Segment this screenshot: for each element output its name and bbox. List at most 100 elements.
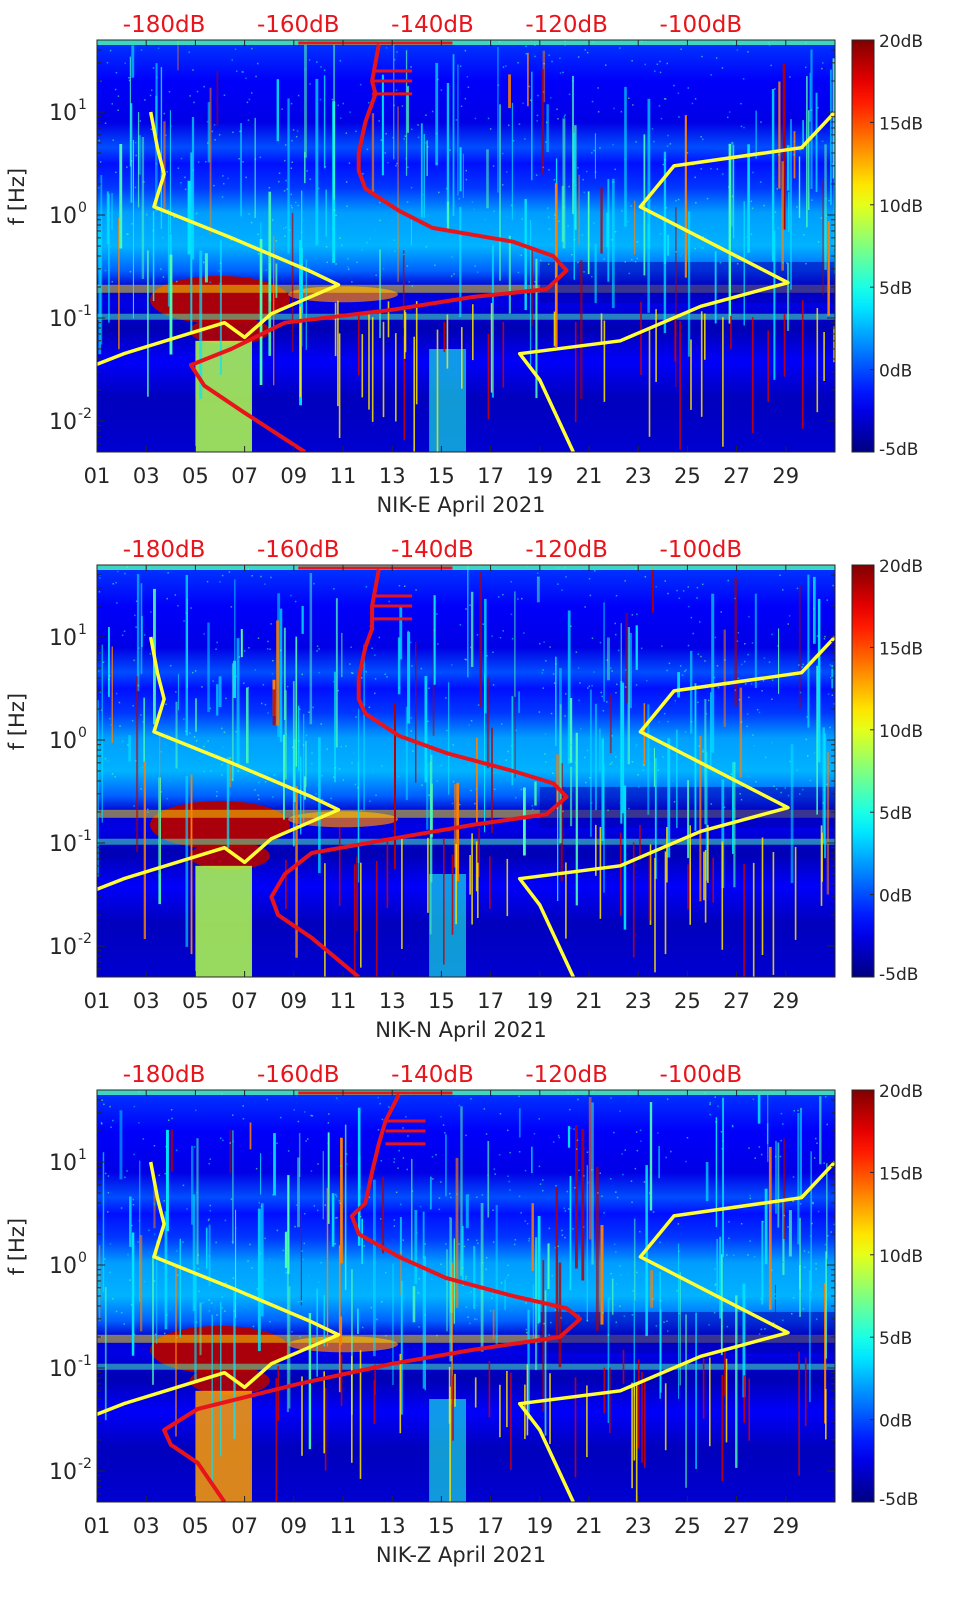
x-tick-label: 03 [133,989,160,1013]
x-tick-label: 25 [674,1514,701,1538]
x-tick-label: 13 [379,1514,406,1538]
colorbar-gradient [851,39,875,453]
x-tick-label: 11 [330,989,357,1013]
top-axis-db-label: -160dB [257,1062,340,1088]
top-axis-db-label: -140dB [391,537,474,563]
x-tick-label: 09 [280,464,307,488]
x-tick-label: 29 [772,989,799,1013]
x-tick-label: 17 [477,1514,504,1538]
high-noise-model-curve [517,635,835,977]
y-tick-label: 10 [49,1151,77,1176]
x-tick-label: 05 [182,989,209,1013]
top-axis-db-label: -100dB [660,537,743,563]
x-tick-label: 05 [182,1514,209,1538]
y-tick-exponent: -1 [78,828,92,844]
colorbar-tick-label: -5dB [879,965,918,985]
x-tick-label: 01 [84,1514,111,1538]
y-tick-label: 10 [49,935,77,960]
colorbar-gradient [851,1089,875,1503]
noise-model-curves [97,41,835,452]
low-noise-model-curve [97,111,341,367]
top-axis-db-label: -180dB [123,537,206,563]
top-axis-db-label: -100dB [660,12,743,38]
colorbar-tick-label: 20dB [879,1082,923,1102]
x-tick-label: 07 [231,464,258,488]
x-tick-label: 21 [576,464,603,488]
x-tick-label: 19 [526,989,553,1013]
y-tick-exponent: 1 [78,97,87,113]
colorbar-tick-label: 5dB [879,1329,912,1349]
y-tick-label: 10 [49,729,77,754]
y-tick-label: 10 [49,626,77,651]
colorbar-tick-label: -5dB [879,440,918,460]
colorbar-tick-label: 15dB [879,639,923,659]
y-tick-label: 10 [49,101,77,126]
x-tick-label: 29 [772,1514,799,1538]
y-tick-exponent: -2 [78,1456,92,1472]
colorbar-tick-label: 10dB [879,722,923,742]
x-tick-label: 17 [477,989,504,1013]
y-tick-exponent: -2 [78,931,92,947]
y-tick-exponent: 1 [78,1147,87,1163]
colorbar-tick-label: 5dB [879,804,912,824]
x-tick-label: 15 [428,1514,455,1538]
spectrogram-image [97,1090,835,1502]
x-tick-label: 09 [280,1514,307,1538]
colorbar: 20dB 15dB 10dB 5dB 0dB -5dB [851,32,923,460]
x-tick-label: 29 [772,464,799,488]
x-tick-label: 17 [477,464,504,488]
colorbar-tick-label: 5dB [879,279,912,299]
high-noise-model-curve [517,1160,835,1502]
top-axis-db-label: -140dB [391,1062,474,1088]
x-tick-label: 27 [723,464,750,488]
x-tick-label: 11 [330,464,357,488]
x-tick-label: 07 [231,1514,258,1538]
y-tick-label: 10 [49,1460,77,1485]
top-axis-db-label: -180dB [123,1062,206,1088]
noise-model-curves [97,566,835,977]
y-tick-exponent: 0 [78,1250,87,1266]
x-tick-label: 09 [280,989,307,1013]
y-tick-exponent: 0 [78,200,87,216]
colorbar-tick-label: 15dB [879,1164,923,1184]
y-tick-label: 10 [49,307,77,332]
colorbar: 20dB 15dB 10dB 5dB 0dB -5dB [851,557,923,985]
psd-median-curve [162,1093,583,1502]
x-tick-label: 21 [576,1514,603,1538]
top-axis-db-label: -140dB [391,12,474,38]
y-axis-label: f [Hz] [5,1218,29,1275]
x-tick-label: 27 [723,989,750,1013]
x-tick-label: 05 [182,464,209,488]
x-tick-label: 01 [84,989,111,1013]
x-tick-label: 01 [84,464,111,488]
y-tick-label: 10 [49,1357,77,1382]
x-tick-label: 07 [231,989,258,1013]
x-tick-label: 03 [133,1514,160,1538]
colorbar-tick-label: 15dB [879,114,923,134]
y-tick-label: 10 [49,1254,77,1279]
psd-median-curve [188,44,569,452]
y-tick-label: 10 [49,410,77,435]
x-tick-label: 21 [576,989,603,1013]
x-axis-label: NIK-N April 2021 [375,1018,547,1042]
x-axis-label: NIK-E April 2021 [376,493,545,517]
noise-model-curves [97,1091,835,1502]
x-tick-label: 15 [428,464,455,488]
x-axis-label: NIK-Z April 2021 [376,1543,546,1567]
colorbar-tick-label: -5dB [879,1490,918,1510]
spectrogram-image [97,40,835,452]
colorbar-tick-label: 0dB [879,362,912,382]
x-tick-label: 23 [625,1514,652,1538]
colorbar-tick-label: 0dB [879,1412,912,1432]
y-tick-label: 10 [49,204,77,229]
colorbar-gradient [851,564,875,978]
colorbar: 20dB 15dB 10dB 5dB 0dB -5dB [851,1082,923,1510]
psd-median-curve [269,569,569,977]
top-axis-db-label: -160dB [257,537,340,563]
top-axis-db-label: -120dB [525,537,608,563]
y-tick-exponent: -2 [78,406,92,422]
